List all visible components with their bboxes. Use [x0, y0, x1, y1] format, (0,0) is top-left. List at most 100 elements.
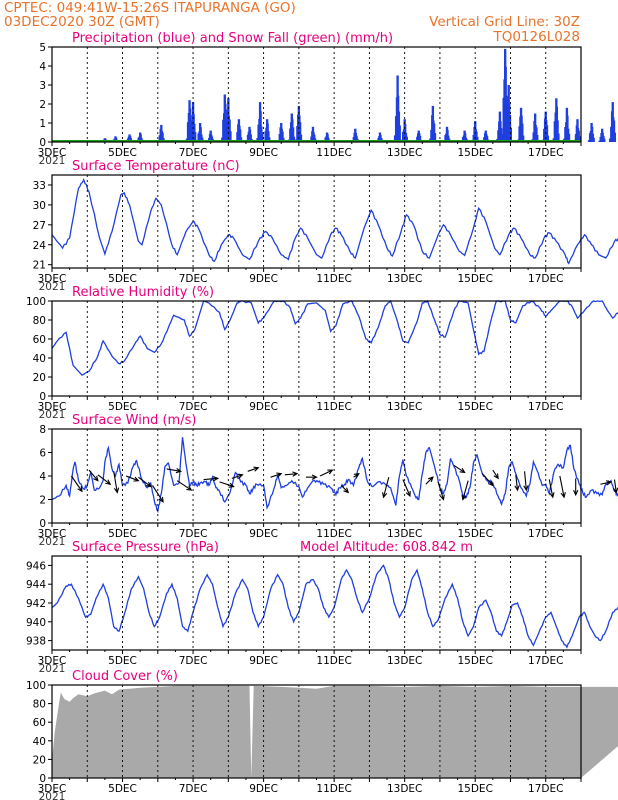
y-tick-label: 2 [39, 99, 46, 111]
precip-bar [592, 137, 595, 142]
wind-arrow-head [573, 490, 579, 497]
x-tick-label: 5DEC [108, 401, 137, 413]
wind-arrow-head [353, 472, 360, 479]
x-tick-label: 17DEC [528, 783, 563, 795]
x-tick-label: 9DEC [249, 655, 278, 667]
wind-arrow [97, 474, 111, 485]
y-tick-label: 60 [33, 334, 46, 346]
wind-arrow [113, 471, 118, 493]
precip-bar [432, 123, 436, 142]
x-tick-label: 3DEC [38, 528, 67, 540]
x-tick-label: 7DEC [179, 147, 208, 159]
wind-arrow-head [459, 467, 466, 474]
wind-arrow-head [605, 480, 613, 486]
panel-4: 938 940 942 944 946 3DEC 5DEC 7DEC 9DEC 11DEC 13DE… [26, 540, 618, 675]
precip-bar [292, 136, 296, 142]
precip-bar [239, 129, 242, 142]
wind-arrow-head [427, 476, 434, 483]
wind-arrow [270, 473, 282, 478]
x-tick-label: 5DEC [108, 655, 137, 667]
x-year-label: 2021 [39, 663, 66, 675]
panel-frame [51, 46, 582, 143]
precip-bar [405, 136, 408, 142]
x-tick-label: 13DEC [387, 147, 422, 159]
x-tick-label: 15DEC [457, 147, 492, 159]
wind-arrow [340, 485, 349, 493]
wind-arrow-head [113, 487, 120, 494]
wind-arrow-head [343, 487, 350, 494]
series-line [51, 177, 618, 265]
x-tick-label: 15DEC [457, 783, 492, 795]
panel-frame [51, 300, 582, 397]
precip-bar [239, 137, 243, 142]
y-tick-label: 80 [33, 315, 46, 327]
precip-bar [485, 135, 489, 142]
y-tick-label: 940 [26, 617, 46, 629]
wind-arrow-head [405, 490, 411, 498]
header-grid-note: Vertical Grid Line: 30Z [429, 14, 580, 30]
x-tick-label: 17DEC [528, 273, 563, 285]
x-tick-label: 13DEC [387, 528, 422, 540]
panel-title: Relative Humidity (%) [72, 285, 214, 300]
x-tick-label: 5DEC [108, 147, 137, 159]
precip-bar [577, 130, 580, 142]
x-tick-label: 7DEC [179, 655, 208, 667]
series-line [51, 437, 618, 514]
wind-arrow-head [311, 474, 318, 480]
wind-arrow [382, 477, 390, 498]
wind-arrow [319, 469, 333, 477]
precip-bar [267, 131, 270, 142]
wind-arrow [203, 477, 218, 481]
x-tick-label: 3DEC [38, 273, 67, 285]
header-model-code: TQ0126L028 [492, 29, 580, 45]
x-tick-label: 7DEC [179, 273, 208, 285]
x-tick-label: 13DEC [387, 655, 422, 667]
wind-arrow-head [461, 494, 467, 501]
x-tick-label: 13DEC [387, 273, 422, 285]
precip-bar [546, 135, 550, 142]
header-station: CPTEC: 049:41W-15:26S ITAPURANGA (GO) [4, 0, 296, 16]
x-tick-label: 3DEC [38, 655, 67, 667]
precip-bar [161, 132, 164, 142]
wind-arrow-head [613, 487, 618, 494]
precip-bar [536, 134, 539, 142]
x-year-label: 2021 [39, 281, 66, 293]
x-tick-label: 13DEC [387, 783, 422, 795]
x-tick-label: 15DEC [457, 401, 492, 413]
wind-arrow [559, 475, 565, 498]
wind-arrow-head [487, 480, 494, 487]
y-tick-label: 30 [33, 200, 46, 212]
y-tick-label: 21 [33, 260, 46, 272]
panel-title: Surface Wind (m/s) [72, 413, 196, 428]
wind-arrow-head [549, 492, 555, 499]
y-tick-label: 5 [39, 42, 46, 54]
wind-arrow-head [514, 485, 520, 492]
wind-arrow-head [560, 492, 566, 499]
y-tick-label: 27 [33, 220, 46, 232]
wind-arrow [524, 471, 527, 491]
y-tick-label: 4 [39, 61, 46, 73]
x-tick-label: 5DEC [108, 528, 137, 540]
wind-arrow-head [228, 482, 235, 488]
x-tick-label: 11DEC [316, 147, 351, 159]
x-year-label: 2021 [39, 536, 66, 548]
precip-bar [505, 95, 508, 142]
wind-arrow [166, 468, 181, 472]
x-tick-label: 7DEC [179, 528, 208, 540]
header-run-date: 03DEC2020 30Z (GMT) [4, 14, 160, 30]
y-tick-label: 80 [33, 699, 46, 711]
panel-title: Surface Temperature (nC) [72, 159, 240, 174]
wind-arrow-head [93, 475, 99, 482]
series-line [51, 564, 618, 649]
wind-arrow-head [493, 473, 499, 480]
x-tick-label: 17DEC [528, 655, 563, 667]
precip-bar [298, 122, 302, 142]
wind-arrow-head [382, 492, 388, 499]
y-tick-label: 0 [39, 137, 46, 149]
wind-arrow-head [175, 467, 182, 474]
wind-arrow [70, 475, 83, 492]
precip-bar [475, 131, 478, 142]
wind-arrow [152, 485, 164, 503]
wind-arrow [462, 480, 469, 500]
x-tick-label: 3DEC [38, 147, 67, 159]
